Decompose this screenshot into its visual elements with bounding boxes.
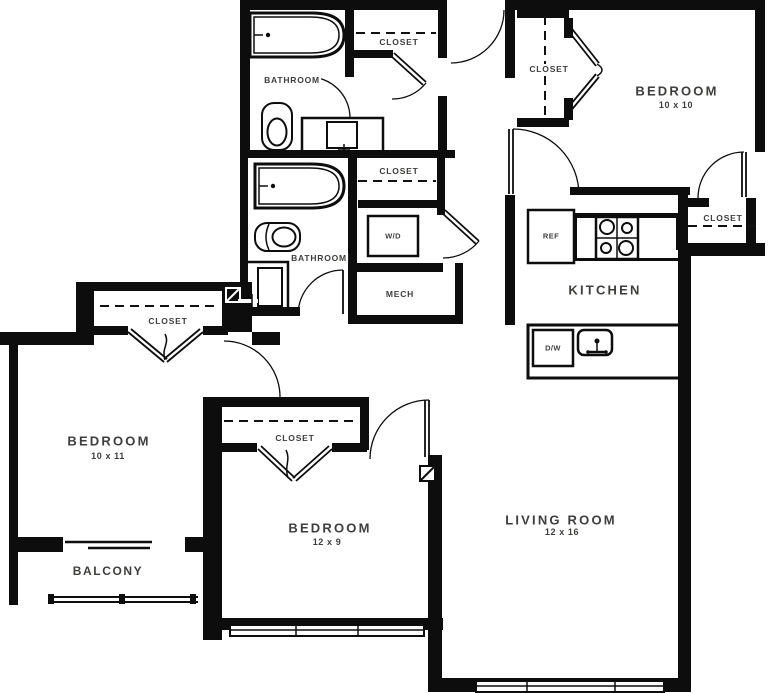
closet-label-bottom: CLOSET bbox=[274, 433, 316, 443]
bathroom-mid-door-arc bbox=[297, 269, 344, 316]
closet-label-top: CLOSET bbox=[378, 37, 420, 47]
room-label-mech: MECH bbox=[384, 289, 416, 299]
closet-label-right: CLOSET bbox=[702, 213, 744, 223]
room-label-balcony: BALCONY bbox=[71, 564, 145, 578]
bedroom-top-right-door bbox=[508, 128, 580, 196]
bifold-closet-bottom bbox=[257, 445, 333, 482]
closet-rod-lines bbox=[100, 16, 756, 422]
living-room-window bbox=[475, 680, 665, 693]
kitchen-island bbox=[526, 323, 683, 380]
kitchen-sink-icon bbox=[576, 328, 614, 357]
access-panel-icon bbox=[419, 465, 436, 482]
closet-label-mid: CLOSET bbox=[378, 166, 420, 176]
washer-dryer-box bbox=[366, 214, 420, 258]
refrigerator-box bbox=[526, 208, 576, 265]
bifold-closet-top-right bbox=[565, 24, 603, 114]
room-label-bathroom-mid: BATHROOM bbox=[290, 253, 348, 263]
entry-door-arc bbox=[450, 9, 505, 64]
bedroom-left-door-arc bbox=[223, 340, 281, 398]
bathroom-vanity-icon bbox=[300, 116, 385, 154]
room-label-living-room: LIVING ROOM bbox=[504, 512, 618, 528]
bathroom-vanity-icon bbox=[238, 260, 290, 314]
access-panel-icon bbox=[225, 287, 241, 303]
bedroom-bottom-window bbox=[229, 624, 425, 637]
stove-icon bbox=[594, 215, 640, 261]
closet-label-left: CLOSET bbox=[147, 316, 189, 326]
dishwasher-box bbox=[531, 328, 575, 368]
bathtub-icon bbox=[248, 11, 346, 59]
toilet-icon bbox=[254, 222, 301, 252]
dishwasher-label: D/W bbox=[545, 343, 561, 353]
room-label-bathroom-top: BATHROOM bbox=[263, 75, 321, 85]
room-dims-bedroom-left: 10 x 11 bbox=[91, 451, 125, 461]
bifold-closet-left bbox=[127, 328, 204, 363]
room-label-bedroom-left: BEDROOM bbox=[66, 433, 152, 449]
closet-right-door bbox=[697, 151, 747, 199]
room-label-kitchen: KITCHEN bbox=[567, 282, 643, 298]
bathtub-icon bbox=[253, 162, 346, 210]
toilet-icon bbox=[261, 102, 293, 151]
balcony-sliding-door bbox=[65, 540, 152, 550]
room-dims-bedroom-top-right: 10 x 10 bbox=[658, 100, 694, 110]
refrigerator-label: REF bbox=[542, 231, 560, 241]
room-dims-living-room: 12 x 16 bbox=[544, 527, 580, 537]
room-label-bedroom-bottom: BEDROOM bbox=[287, 520, 373, 536]
closet-top-door bbox=[390, 52, 427, 100]
hall-kitchen-door bbox=[441, 209, 480, 259]
room-dims-bedroom-bottom: 12 x 9 bbox=[312, 537, 342, 547]
bedroom-bottom-door bbox=[369, 399, 430, 460]
balcony-railing bbox=[48, 594, 198, 604]
closet-label-top-right: CLOSET bbox=[528, 64, 570, 74]
room-label-bedroom-top-right: BEDROOM bbox=[634, 83, 720, 99]
washer-dryer-label: W/D bbox=[385, 231, 401, 241]
